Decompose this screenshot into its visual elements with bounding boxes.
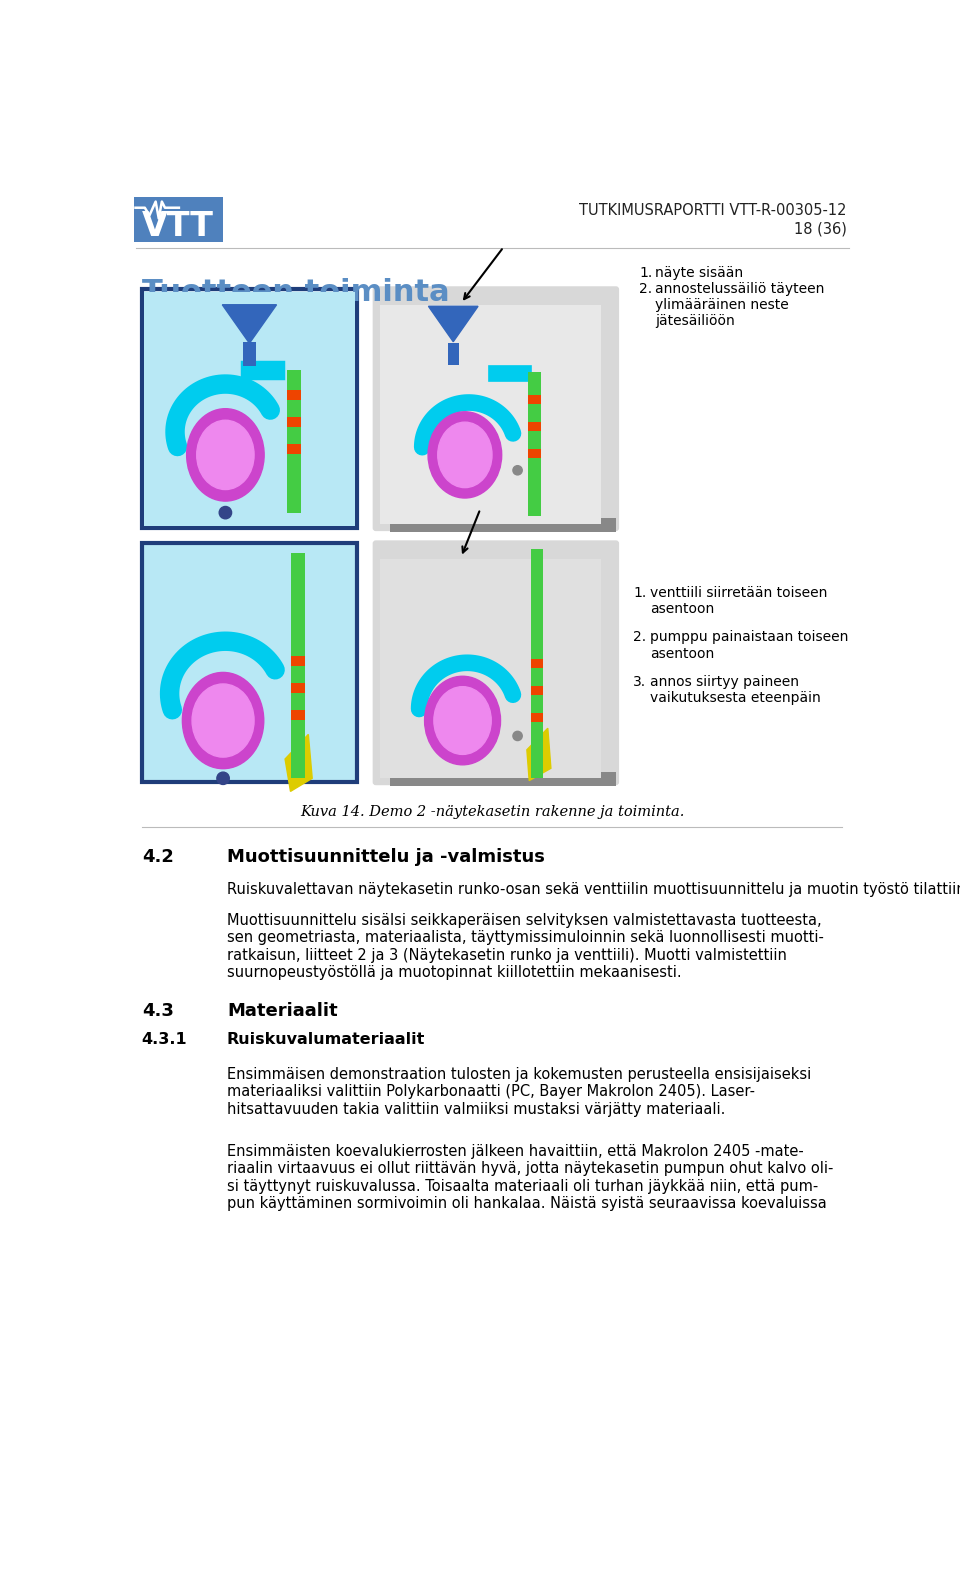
Text: 1.: 1. — [639, 267, 653, 281]
Circle shape — [513, 465, 522, 475]
Text: 4.3.1: 4.3.1 — [142, 1033, 187, 1047]
FancyBboxPatch shape — [528, 394, 540, 404]
FancyBboxPatch shape — [142, 289, 357, 528]
FancyBboxPatch shape — [528, 421, 540, 431]
FancyBboxPatch shape — [531, 686, 543, 695]
Text: pumppu painaistaan toiseen
asentoon: pumppu painaistaan toiseen asentoon — [650, 631, 849, 661]
FancyBboxPatch shape — [287, 371, 301, 513]
Text: Ensimmäisen demonstraation tulosten ja kokemusten perusteella ensisijaiseksi
mat: Ensimmäisen demonstraation tulosten ja k… — [227, 1068, 811, 1117]
FancyBboxPatch shape — [287, 445, 301, 454]
Text: 2.: 2. — [639, 282, 653, 295]
FancyBboxPatch shape — [287, 418, 301, 427]
Text: 2.: 2. — [633, 631, 646, 645]
Text: Kuva 14. Demo 2 -näytekasetin rakenne ja toiminta.: Kuva 14. Demo 2 -näytekasetin rakenne ja… — [300, 806, 684, 818]
Circle shape — [513, 732, 522, 741]
Polygon shape — [527, 729, 551, 781]
FancyBboxPatch shape — [291, 710, 305, 719]
FancyBboxPatch shape — [379, 304, 601, 524]
FancyBboxPatch shape — [243, 342, 255, 366]
Text: 4.3: 4.3 — [142, 1001, 174, 1020]
Text: Ruiskuvalumateriaalit: Ruiskuvalumateriaalit — [227, 1033, 425, 1047]
Text: Muottisuunnittelu ja -valmistus: Muottisuunnittelu ja -valmistus — [227, 847, 545, 866]
FancyBboxPatch shape — [531, 549, 543, 779]
FancyBboxPatch shape — [287, 390, 301, 401]
Text: Tuotteen toiminta: Tuotteen toiminta — [142, 278, 449, 308]
FancyBboxPatch shape — [447, 344, 459, 364]
FancyBboxPatch shape — [390, 773, 616, 785]
FancyBboxPatch shape — [291, 656, 305, 665]
Text: VTT: VTT — [142, 210, 214, 243]
FancyBboxPatch shape — [144, 292, 355, 525]
Polygon shape — [285, 735, 312, 792]
FancyBboxPatch shape — [372, 541, 619, 785]
Ellipse shape — [192, 684, 254, 757]
Ellipse shape — [438, 423, 492, 487]
Text: annos siirtyy paineen
vaikutuksesta eteenpäin: annos siirtyy paineen vaikutuksesta etee… — [650, 675, 821, 705]
Text: 1.: 1. — [633, 585, 646, 599]
FancyBboxPatch shape — [291, 683, 305, 692]
Ellipse shape — [197, 419, 254, 489]
Ellipse shape — [186, 408, 264, 501]
Text: näyte sisään: näyte sisään — [655, 267, 743, 281]
Text: 18 (36): 18 (36) — [794, 222, 847, 237]
FancyBboxPatch shape — [528, 449, 540, 457]
FancyBboxPatch shape — [390, 517, 616, 531]
Ellipse shape — [182, 672, 264, 768]
Text: Ruiskuvalettavan näytekasetin runko-osan sekä venttiilin muottisuunnittelu ja mu: Ruiskuvalettavan näytekasetin runko-osan… — [227, 882, 960, 897]
Circle shape — [217, 773, 229, 784]
Text: Materiaalit: Materiaalit — [227, 1001, 338, 1020]
Text: annostelussäiliö täyteen
ylimääräinen neste
jätesäiliöön: annostelussäiliö täyteen ylimääräinen ne… — [655, 282, 824, 328]
Circle shape — [219, 506, 231, 519]
Text: Muottisuunnittelu sisälsi seikkaperäisen selvityksen valmistettavasta tuotteesta: Muottisuunnittelu sisälsi seikkaperäisen… — [227, 913, 824, 981]
FancyBboxPatch shape — [531, 713, 543, 722]
FancyBboxPatch shape — [291, 552, 305, 779]
FancyBboxPatch shape — [142, 544, 357, 782]
Text: 4.2: 4.2 — [142, 847, 174, 866]
FancyBboxPatch shape — [531, 659, 543, 669]
Polygon shape — [428, 306, 478, 342]
Ellipse shape — [428, 412, 502, 498]
Ellipse shape — [424, 677, 500, 765]
Polygon shape — [223, 304, 276, 344]
Ellipse shape — [434, 686, 492, 754]
FancyBboxPatch shape — [528, 372, 540, 517]
FancyBboxPatch shape — [134, 197, 223, 241]
FancyBboxPatch shape — [372, 287, 619, 531]
Text: 3.: 3. — [633, 675, 646, 689]
Text: Ensimmäisten koevalukierrosten jälkeen havaittiin, että Makrolon 2405 -mate-
ria: Ensimmäisten koevalukierrosten jälkeen h… — [227, 1143, 833, 1211]
Text: venttiili siirretään toiseen
asentoon: venttiili siirretään toiseen asentoon — [650, 585, 828, 617]
Text: TUTKIMUSRAPORTTI VTT-R-00305-12: TUTKIMUSRAPORTTI VTT-R-00305-12 — [580, 203, 847, 218]
FancyBboxPatch shape — [379, 558, 601, 779]
